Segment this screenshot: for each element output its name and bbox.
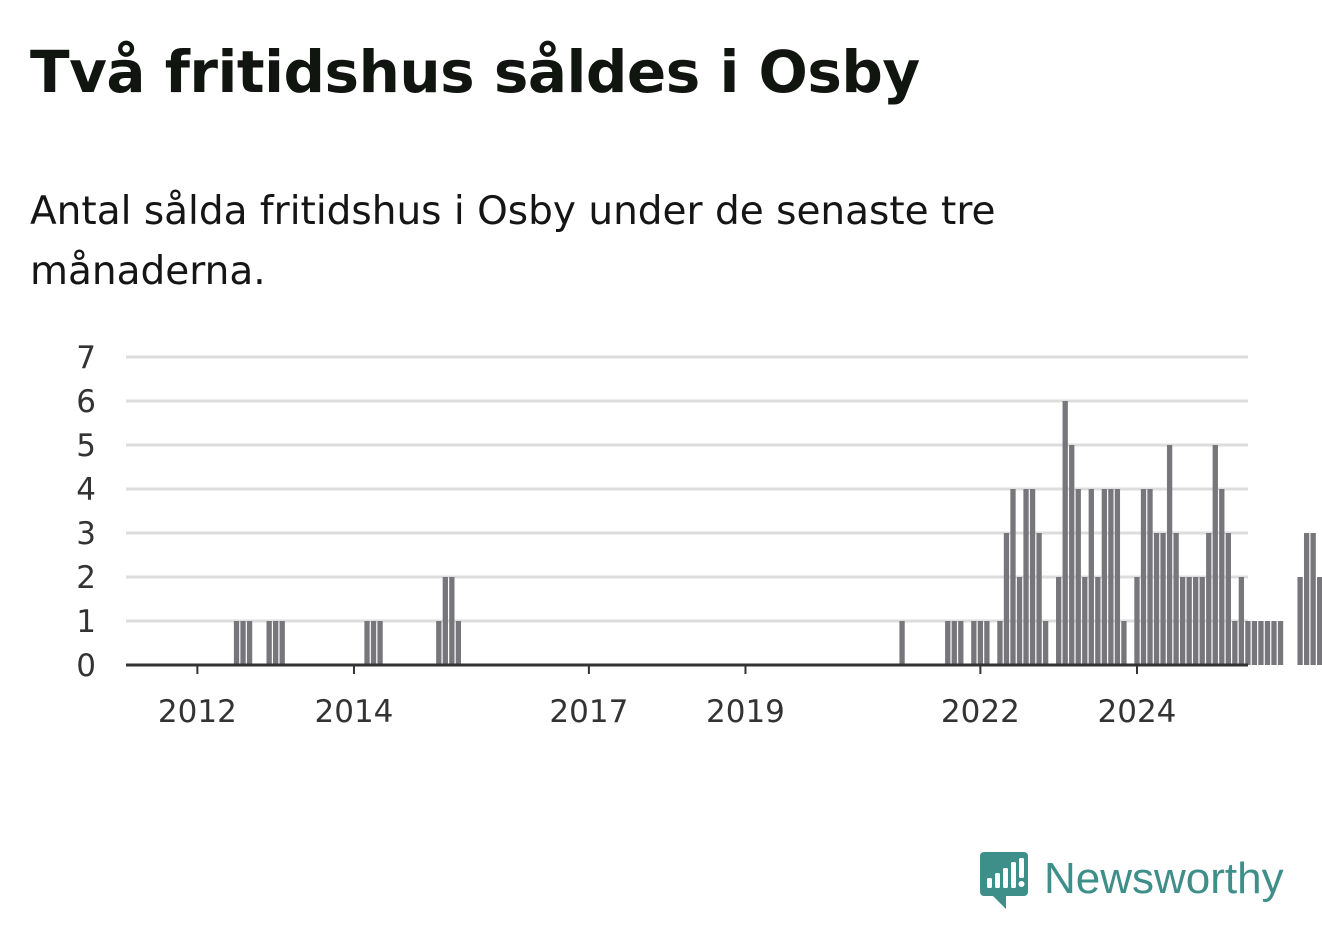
bar [1212,445,1218,665]
bar [1036,533,1042,665]
y-axis-ticks: 0 1 2 3 4 5 6 7 [76,340,96,684]
bar [455,621,462,665]
bar [1258,621,1264,665]
bar [1277,621,1284,665]
bar [1069,445,1075,665]
bar [1075,489,1081,665]
y-tick-label: 1 [76,604,96,640]
brand: Newsworthy [978,846,1284,912]
bar [1251,621,1258,665]
bar [246,621,253,665]
bar [1134,577,1140,665]
bar [1101,489,1107,665]
bar [1225,533,1231,665]
bar [1245,621,1251,665]
bar [1199,577,1205,665]
bar [984,621,990,665]
gridlines [126,355,1248,623]
newsworthy-logo-icon [980,852,1028,909]
bar [1160,533,1166,665]
bar [442,577,448,665]
bar [1193,577,1199,665]
y-tick-label: 5 [76,428,96,464]
bar [1114,489,1121,665]
bar [1016,577,1023,665]
x-tick-label: 2024 [1098,694,1177,730]
x-tick-label: 2014 [315,694,394,730]
bar [1271,621,1277,665]
bar [1317,577,1322,665]
bar [945,621,951,665]
bar [899,621,905,665]
bars [233,401,1322,665]
bar [997,621,1003,665]
bar [1121,621,1127,665]
bar [1153,533,1160,665]
y-tick-label: 3 [76,516,96,552]
bar [1062,401,1068,665]
bar [1088,489,1094,665]
y-tick-label: 7 [76,340,96,376]
x-tick-label: 2019 [706,694,785,730]
bar [951,621,957,665]
bar [1186,577,1192,665]
y-tick-label: 2 [76,560,96,596]
bar-chart: 0 1 2 3 4 5 6 7 2012 2014 2017 2019 2022 2024 2 [76,340,1322,730]
bar [1095,577,1101,665]
y-tick-label: 4 [76,472,96,508]
bar [1264,621,1271,665]
x-axis-ticks: 2012 2014 2017 2019 2022 2024 [158,665,1177,730]
bar [273,621,279,665]
bar [1108,489,1114,665]
y-tick-label: 0 [76,648,96,684]
bar [449,577,455,665]
bar [377,621,383,665]
bar [1297,577,1303,665]
bar [240,621,246,665]
bar [1003,533,1010,665]
bar [1042,621,1049,665]
bar [1310,533,1316,665]
bar [279,621,285,665]
bar [977,621,984,665]
bar [1180,577,1186,665]
bar [1140,489,1147,665]
brand-name: Newsworthy [1044,854,1284,903]
bar [233,621,240,665]
bar [370,621,377,665]
bar [971,621,977,665]
bar [1166,445,1173,665]
bar [1023,489,1029,665]
bar [364,621,370,665]
bar [1232,621,1238,665]
x-tick-label: 2012 [158,694,237,730]
bar [1010,489,1016,665]
bar [1082,577,1088,665]
bar [1238,577,1245,665]
bar [1147,489,1153,665]
bar [1056,577,1062,665]
x-tick-label: 2022 [941,694,1020,730]
bar [266,621,272,665]
y-tick-label: 6 [76,384,96,420]
bar [436,621,442,665]
x-tick-label: 2017 [549,694,628,730]
bar [1173,533,1179,665]
chart-title: Två fritidshus såldes i Osby [30,38,920,106]
chart-subtitle: Antal sålda fritidshus i Osby under de s… [30,189,996,294]
bar [1303,533,1310,665]
bar [1206,533,1212,665]
bar [1029,489,1036,665]
bar [958,621,964,665]
bar [1219,489,1225,665]
